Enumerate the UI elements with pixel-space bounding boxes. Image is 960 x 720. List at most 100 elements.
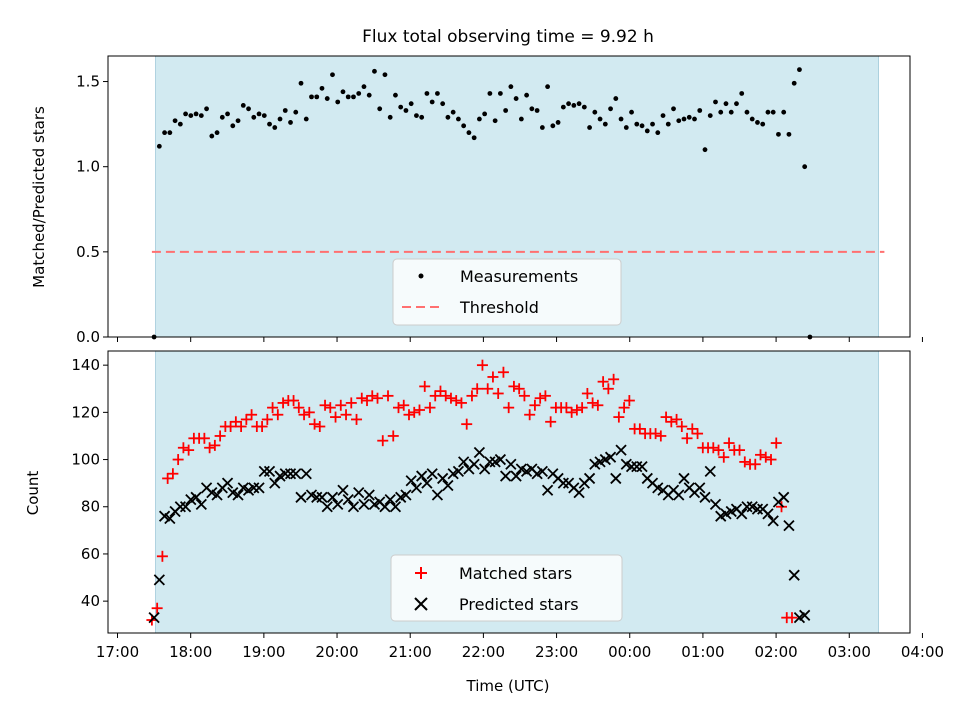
predicted-star-point [494, 453, 507, 466]
measurement-point [655, 130, 661, 136]
legend-predicted-marker [414, 597, 428, 611]
measurement-point [671, 106, 676, 112]
measurement-point [319, 85, 325, 91]
bottom-ytick-label: 80 [81, 498, 100, 516]
measurement-point [256, 111, 262, 117]
matched-star-point [592, 399, 604, 411]
predicted-star-point [232, 489, 244, 501]
predicted-star-point [321, 501, 333, 513]
predicted-star-point [573, 486, 585, 499]
predicted-star-point [416, 470, 428, 482]
matched-star-point [503, 402, 515, 414]
measurement-point [288, 120, 293, 125]
matched-star-point [597, 376, 609, 388]
predicted-star-point [332, 498, 344, 511]
matched-star-point [765, 454, 777, 466]
measurement-point [419, 114, 425, 120]
measurement-point [209, 133, 215, 139]
measurement-point [539, 125, 545, 130]
matched-star-point [513, 383, 525, 395]
matched-star-point [524, 409, 536, 421]
matched-star-point [377, 435, 389, 447]
measurement-point [802, 164, 808, 170]
matched-star-point [623, 395, 635, 407]
measurement-point [781, 109, 787, 115]
measurement-point [482, 111, 488, 117]
predicted-star-point [400, 489, 412, 501]
predicted-star-point [479, 463, 491, 475]
predicted-star-point [505, 458, 517, 470]
bottom-xlabel: Time (UTC) [466, 677, 550, 695]
matched-star-point [461, 418, 473, 430]
matched-star-point [665, 416, 677, 428]
bottom-xtick-label: 04:00 [901, 643, 944, 661]
bottom-legend-box [390, 554, 623, 622]
matched-star-point [566, 406, 578, 418]
measurement-point [183, 111, 188, 117]
measurement-point [177, 121, 183, 127]
measurement-point [749, 116, 755, 122]
measurement-point [246, 106, 251, 112]
matched-star-point [156, 550, 168, 562]
matched-star-point [450, 395, 462, 407]
predicted-star-point [437, 472, 449, 485]
matched-star-point [256, 421, 268, 433]
measurement-point [791, 80, 797, 86]
predicted-star-point [767, 515, 779, 527]
predicted-stars-series [148, 444, 811, 624]
matched-star-point [309, 418, 321, 430]
predicted-star-point [195, 498, 207, 511]
matched-star-point [707, 442, 719, 454]
measurement-point [156, 143, 162, 149]
matched-star-point [739, 456, 751, 468]
matched-star-point [324, 402, 336, 414]
measurement-point [450, 109, 456, 115]
measurement-point [571, 102, 577, 108]
matched-star-point [723, 437, 735, 449]
matched-star-point [204, 442, 216, 454]
matched-star-point [177, 442, 189, 454]
matched-star-point [749, 458, 761, 470]
matched-star-point [560, 402, 572, 414]
matched-star-point [466, 390, 478, 402]
matched-star-point [455, 397, 467, 409]
predicted-star-point [263, 465, 276, 477]
matched-star-point [529, 399, 541, 411]
predicted-star-point [484, 456, 496, 468]
measurement-point [734, 101, 739, 107]
measurement-point [597, 116, 603, 122]
measurement-point [702, 147, 708, 153]
measurement-point [529, 106, 535, 112]
measurement-point [744, 109, 750, 115]
measurement-point [660, 113, 666, 119]
predicted-star-point [709, 498, 722, 511]
matched-star-point [351, 413, 363, 425]
matched-star-point [408, 406, 420, 418]
measurement-point [566, 101, 571, 107]
measurement-point [618, 116, 624, 122]
measurement-point [414, 113, 419, 119]
measurement-point [723, 101, 729, 107]
measurement-point [587, 125, 592, 130]
matched-star-point [539, 390, 551, 402]
measurement-point [314, 94, 320, 100]
bottom-ytick-label: 120 [71, 403, 100, 421]
matched-star-point [340, 409, 352, 421]
matched-star-point [298, 409, 310, 421]
matched-star-point [713, 444, 725, 456]
matched-star-point [230, 416, 242, 428]
measurement-point [214, 130, 220, 136]
measurement-point [403, 108, 409, 113]
top-ytick-label: 1.0 [76, 158, 100, 176]
predicted-star-point [211, 489, 223, 501]
measurement-point [476, 116, 482, 122]
bottom-ytick-label: 100 [71, 451, 100, 469]
measurement-point [366, 92, 372, 98]
bottom-ytick-label: 140 [71, 356, 100, 374]
matched-star-point [413, 404, 425, 416]
predicted-star-point [431, 489, 444, 501]
predicted-star-point [736, 508, 748, 520]
matched-star-point [345, 397, 357, 409]
matched-star-point [671, 413, 683, 425]
measurement-point [545, 84, 550, 90]
